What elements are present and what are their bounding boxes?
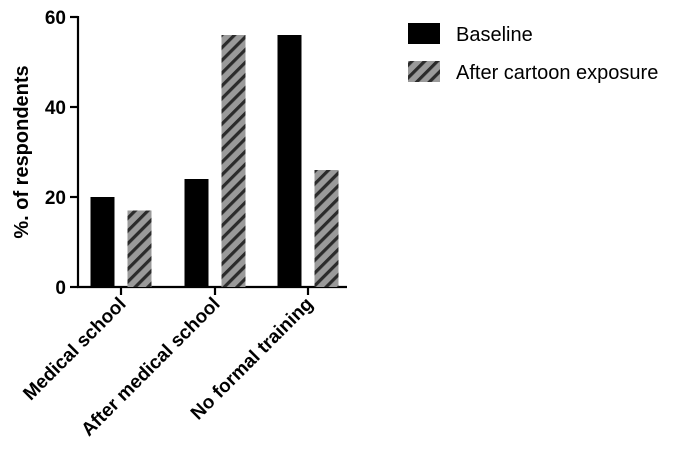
bar-baseline: [90, 197, 115, 287]
legend-label: After cartoon exposure: [456, 62, 658, 84]
y-tick-label: 0: [55, 278, 66, 299]
legend-swatch: [408, 23, 440, 44]
bars: [90, 35, 339, 287]
y-axis-title: %. of respondents: [11, 65, 33, 238]
bar-after-cartoon-exposure: [127, 210, 152, 287]
bar-after-cartoon-exposure: [221, 35, 246, 287]
y-tick-label: 60: [45, 8, 66, 29]
y-tick-label: 40: [45, 98, 66, 119]
legend: Baseline After cartoon exposure: [408, 23, 658, 84]
bar-baseline: [184, 179, 209, 287]
y-tick-label: 20: [45, 188, 66, 209]
bar-baseline: [277, 35, 302, 287]
bar-after-cartoon-exposure: [314, 170, 339, 287]
legend-swatch: [408, 61, 440, 82]
legend-label: Baseline: [456, 24, 533, 46]
